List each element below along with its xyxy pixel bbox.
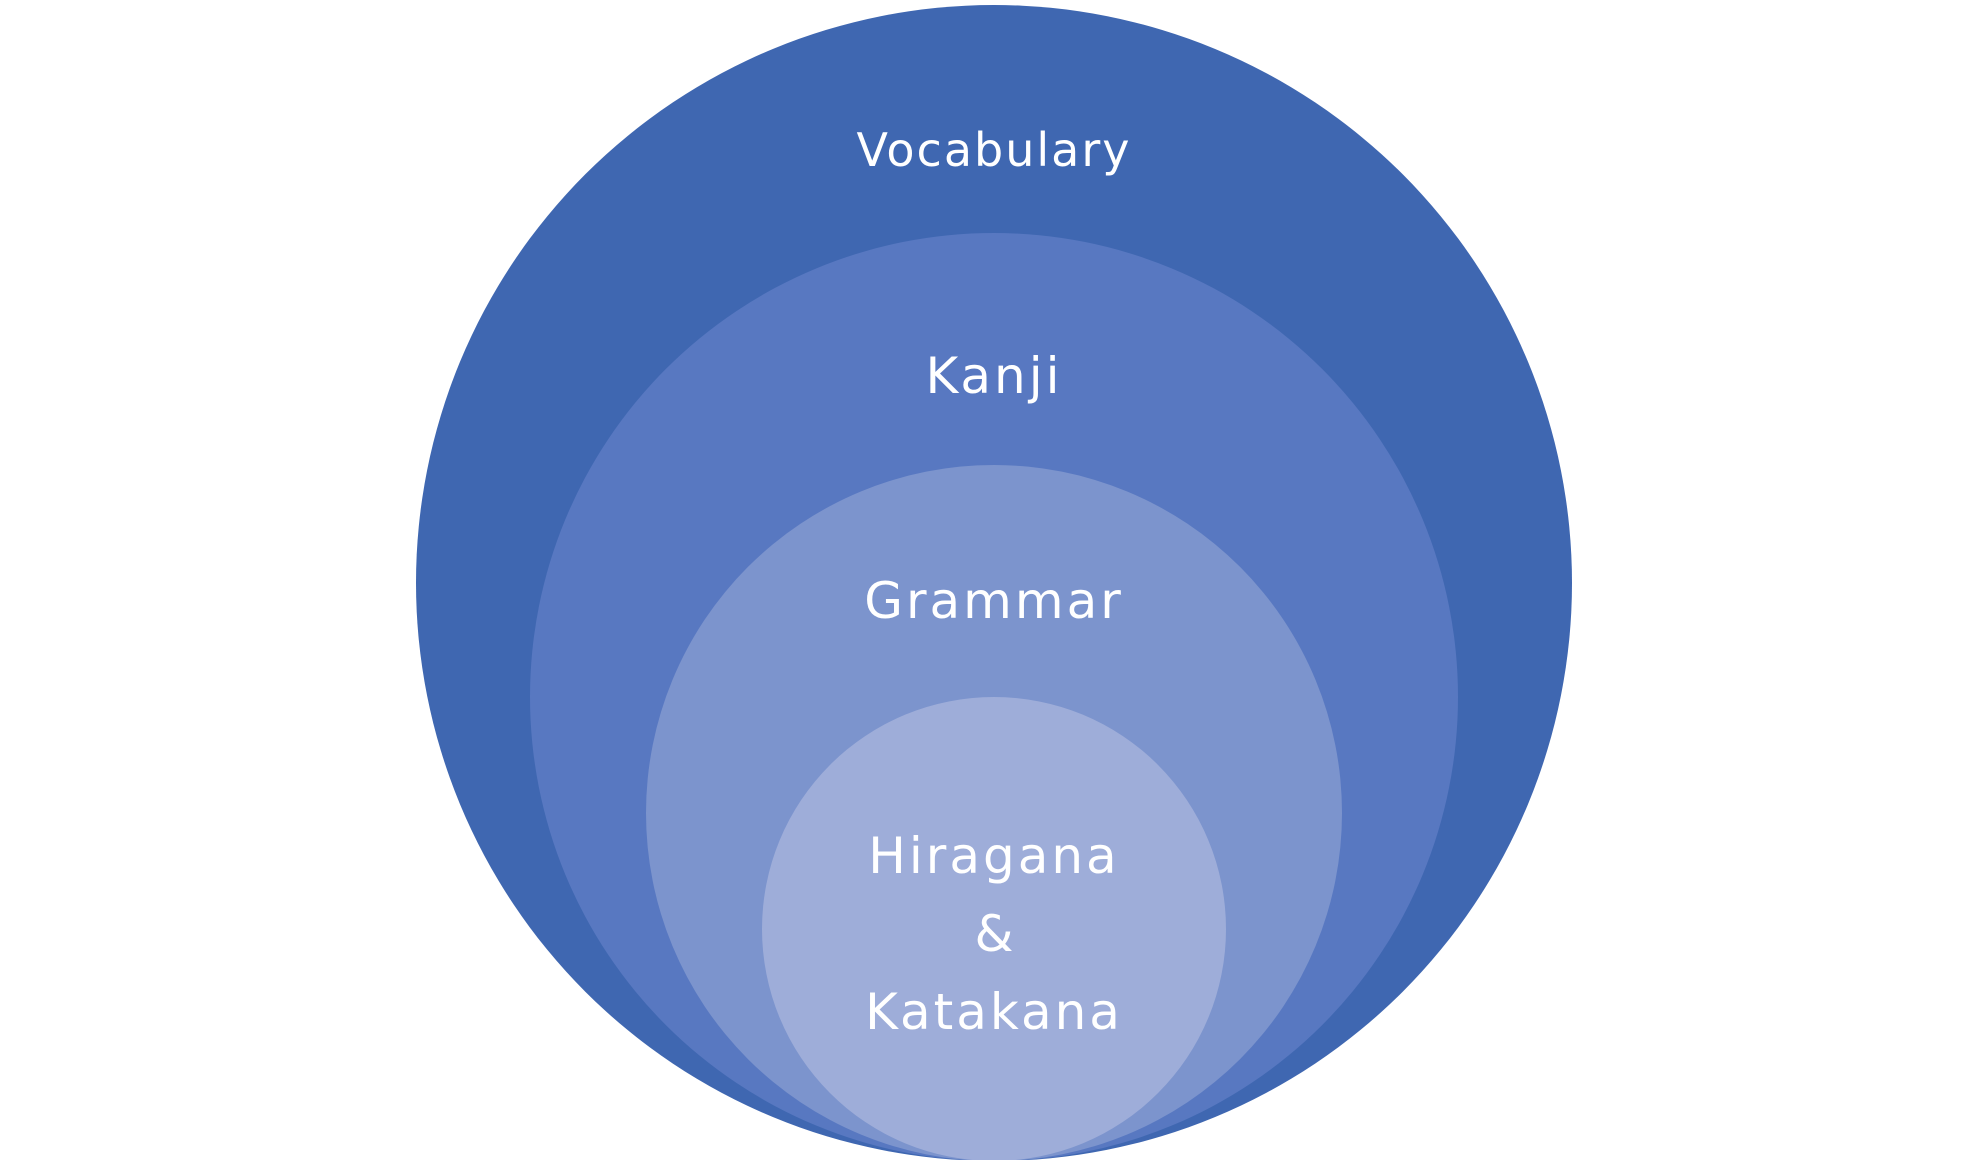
kana-label-line-1: Hiragana [868, 827, 1119, 885]
kana-circle [762, 697, 1226, 1160]
kana-label-line-3: Katakana [865, 983, 1123, 1041]
kanji-label: Kanji [925, 347, 1062, 405]
kana-label-line-2: & [975, 905, 1014, 963]
grammar-label: Grammar [864, 572, 1124, 630]
vocabulary-label: Vocabulary [857, 123, 1132, 177]
